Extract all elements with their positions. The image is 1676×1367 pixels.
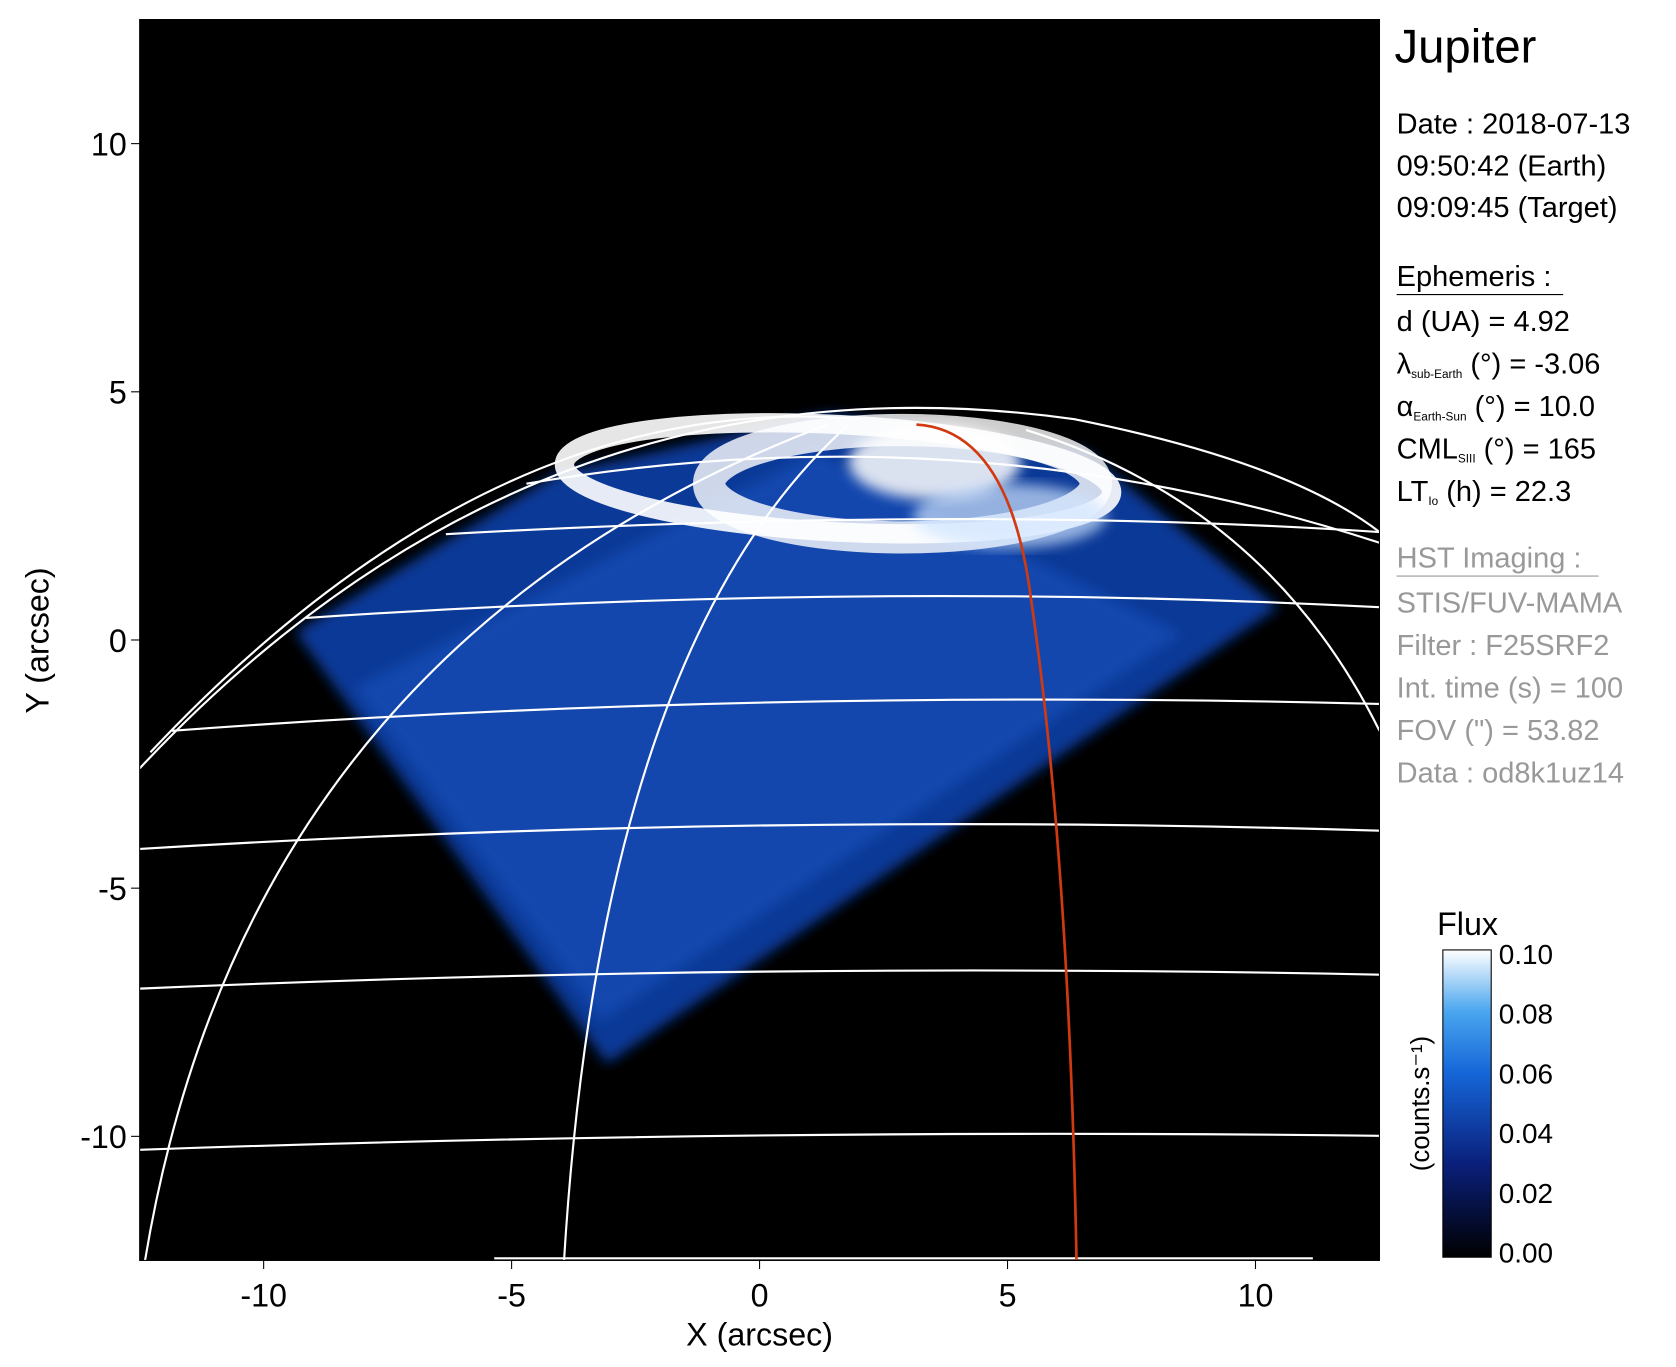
date-line: 09:50:42 (Earth) — [1397, 150, 1607, 182]
ephemeris-line: αEarth-Sun (°) = 10.0 — [1397, 391, 1595, 423]
symbol: d (UA) = 4.92 — [1397, 306, 1570, 338]
x-tick-label: 5 — [999, 1278, 1017, 1314]
chart-title: Jupiter — [1395, 21, 1537, 74]
aurora — [554, 413, 1122, 554]
image — [139, 19, 1380, 1261]
y-tick-label: -10 — [80, 1119, 127, 1155]
x-tick-label: -5 — [497, 1278, 526, 1314]
date-line: 09:09:45 (Target) — [1397, 192, 1618, 224]
value: (°) = 165 — [1476, 433, 1596, 465]
ephemeris-title: Ephemeris : — [1397, 261, 1552, 293]
ephemeris-line: CMLSIII (°) = 165 — [1397, 433, 1596, 465]
symbol: α — [1397, 391, 1414, 423]
info-panel: Date : 2018-07-13 09:50:42 (Earth) 09:09:4… — [1397, 108, 1631, 789]
colorbar-title: Flux — [1437, 906, 1498, 942]
imaging-line: Int. time (s) = 100 — [1397, 672, 1623, 704]
imaging-title: HST Imaging : — [1397, 542, 1582, 574]
colorbar-tick-label: 0.08 — [1499, 999, 1553, 1030]
subscript: SIII — [1458, 452, 1476, 466]
io-footprint — [916, 423, 1078, 1261]
y-tick-label: 5 — [109, 375, 127, 411]
subscript: Io — [1428, 494, 1438, 508]
subscript: sub-Earth — [1411, 367, 1462, 381]
symbol: CML — [1397, 433, 1458, 465]
ephemeris-line: λsub-Earth (°) = -3.06 — [1397, 349, 1601, 381]
symbol: λ — [1397, 349, 1412, 381]
ephemeris-line: LTIo (h) = 22.3 — [1397, 476, 1572, 508]
y-tick-label: -5 — [98, 871, 127, 907]
imaging-line: Data : od8k1uz14 — [1397, 757, 1624, 789]
value: (°) = 10.0 — [1467, 391, 1595, 423]
subscript: Earth-Sun — [1413, 409, 1466, 423]
colorbar-tick-label: 0.06 — [1499, 1058, 1553, 1089]
value: (h) = 22.3 — [1438, 476, 1571, 508]
x-tick-label: -10 — [240, 1278, 287, 1314]
imaging-line: STIS/FUV-MAMA — [1397, 588, 1623, 620]
ephemeris-line: d (UA) = 4.92 — [1397, 306, 1570, 338]
x-tick-label: 0 — [751, 1278, 769, 1314]
planet-grid — [139, 406, 1380, 1261]
colorbar-tick-label: 0.00 — [1499, 1238, 1553, 1269]
x-tick-label: 10 — [1238, 1278, 1274, 1314]
imaging-line: Filter : F25SRF2 — [1397, 630, 1610, 662]
colorbar-tick-label: 0.04 — [1499, 1118, 1553, 1149]
observed-region-core — [354, 451, 1182, 1021]
colorbar-tick-label: 0.02 — [1499, 1178, 1553, 1209]
y-axis-label: Y (arcsec) — [19, 567, 55, 713]
imaging-line: FOV (") = 53.82 — [1397, 715, 1600, 747]
symbol: LT — [1397, 476, 1429, 508]
y-tick-label: 0 — [109, 623, 127, 659]
colorbar-label: (counts.s⁻¹) — [1407, 1036, 1435, 1171]
value: (°) = -3.06 — [1462, 349, 1600, 381]
y-tick-label: 10 — [91, 126, 127, 162]
date-line: Date : 2018-07-13 — [1397, 108, 1631, 140]
colorbar — [1442, 949, 1492, 1258]
colorbar-tick-label: 0.10 — [1499, 939, 1553, 970]
x-axis-label: X (arcsec) — [686, 1316, 833, 1352]
axes: -10 -5 0 5 10 -10 -5 0 5 10 0.00 0.02 0.04 0.06 0.08 0.… — [80, 126, 1553, 1313]
